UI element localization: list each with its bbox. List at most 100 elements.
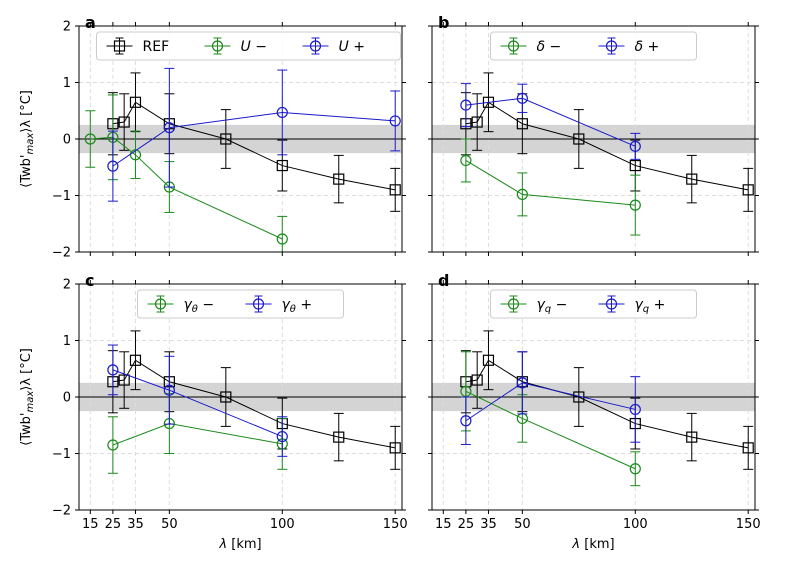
data-point (276, 106, 288, 119)
plot-area (460, 330, 754, 487)
legend-item: U − (204, 37, 267, 55)
y-axis-label: ⟨Twb'max⟩λ [°C] (19, 90, 36, 188)
series-plus (460, 83, 641, 160)
legend-marker (605, 298, 618, 310)
legend-label: γθ − (184, 297, 215, 315)
y-axis-label: ⟨Twb'max⟩λ [°C] (19, 348, 36, 446)
data-point (118, 374, 130, 386)
data-point (629, 463, 641, 475)
panel-letter: c (85, 271, 94, 290)
data-point (516, 188, 528, 200)
legend-label: REF (143, 39, 170, 55)
data-point (276, 430, 288, 443)
legend-label: γq + (635, 297, 666, 315)
series-plus (107, 67, 401, 202)
x-tick-label: 35 (480, 517, 497, 532)
legend-marker (154, 298, 167, 310)
legend-label: γθ + (282, 297, 313, 315)
legend-label: δ − (537, 39, 562, 55)
legend-marker (211, 40, 224, 52)
legend-marker (507, 298, 520, 310)
data-point (471, 116, 483, 128)
legend: REF U − U + (96, 31, 401, 61)
panel-d: 15 25 35 50 100 150 d γq − γq + λ [km] (428, 271, 761, 552)
data-point (460, 154, 472, 167)
legend-item: δ + (598, 37, 660, 55)
legend-marker (252, 298, 265, 310)
x-tick-label: 50 (161, 517, 178, 532)
y-tick-label: 2 (63, 278, 71, 293)
legend: γθ − γθ + (137, 289, 344, 319)
series-line (112, 111, 396, 167)
data-point (129, 149, 142, 161)
data-point (84, 133, 96, 145)
panel-c: 15 25 35 50 100 150 −2 −1 0 1 2 c γθ − γθ + λ [km] ⟨Twb… (19, 271, 408, 552)
data-point (107, 160, 119, 172)
panel-a: −2 −1 0 1 2 a REF U − U + ⟨Twb'max⟩λ [°C] (19, 13, 406, 261)
data-point (333, 173, 345, 185)
plot-area (84, 67, 401, 252)
data-point (460, 99, 472, 111)
series-minus (460, 138, 641, 236)
data-point (129, 96, 142, 108)
data-point (629, 199, 641, 211)
plot-area (460, 72, 754, 236)
legend-marker (113, 40, 126, 52)
legend-item: γθ − (147, 295, 215, 315)
data-point (573, 133, 585, 145)
legend-label: δ + (635, 39, 660, 55)
legend-box (137, 289, 344, 319)
legend-box (490, 289, 697, 319)
legend-marker (605, 40, 618, 52)
x-axis-label: λ [km] (571, 537, 614, 552)
x-tick-label: 15 (435, 517, 452, 532)
x-tick-label: 150 (736, 517, 761, 532)
legend-item: U + (302, 37, 365, 55)
data-point (629, 159, 641, 172)
data-point (118, 116, 130, 128)
y-tick-label: 1 (63, 76, 71, 91)
legend-box (96, 31, 401, 61)
data-point (686, 431, 698, 443)
legend-box (490, 31, 697, 61)
legend-item: γθ + (245, 295, 313, 315)
x-tick-label: 35 (127, 517, 144, 532)
data-point (471, 374, 483, 386)
x-tick-label: 100 (623, 517, 648, 532)
data-point (742, 184, 754, 196)
legend-label: U − (241, 39, 267, 55)
x-tick-label: 25 (458, 517, 475, 532)
y-tick-label: −1 (52, 189, 71, 204)
data-point (629, 140, 641, 152)
data-point (276, 159, 288, 172)
y-tick-label: −2 (52, 246, 71, 261)
y-tick-label: 0 (63, 133, 71, 148)
legend-label: U + (339, 39, 365, 55)
data-point (107, 364, 119, 376)
data-point (516, 377, 528, 389)
series-plus (460, 351, 641, 445)
data-point (333, 431, 345, 443)
data-point (460, 385, 472, 397)
legend-item: REF (106, 37, 170, 55)
panel-letter: d (438, 271, 449, 290)
y-tick-label: 0 (63, 391, 71, 406)
y-tick-label: −2 (52, 504, 71, 519)
legend-item: γq − (500, 295, 567, 315)
data-point (516, 92, 528, 104)
series-line (112, 359, 396, 449)
legend-marker (309, 40, 322, 52)
series-line (112, 423, 283, 446)
x-tick-label: 100 (270, 517, 295, 532)
x-tick-label: 150 (383, 517, 408, 532)
legend-item: γq + (598, 295, 666, 315)
legend-item: δ − (500, 37, 562, 55)
data-point (482, 354, 495, 366)
data-point (276, 233, 288, 245)
series-line (465, 160, 636, 206)
x-tick-label: 25 (105, 517, 122, 532)
data-point (460, 415, 472, 427)
y-tick-label: 1 (63, 334, 71, 349)
x-tick-label: 15 (82, 517, 99, 532)
